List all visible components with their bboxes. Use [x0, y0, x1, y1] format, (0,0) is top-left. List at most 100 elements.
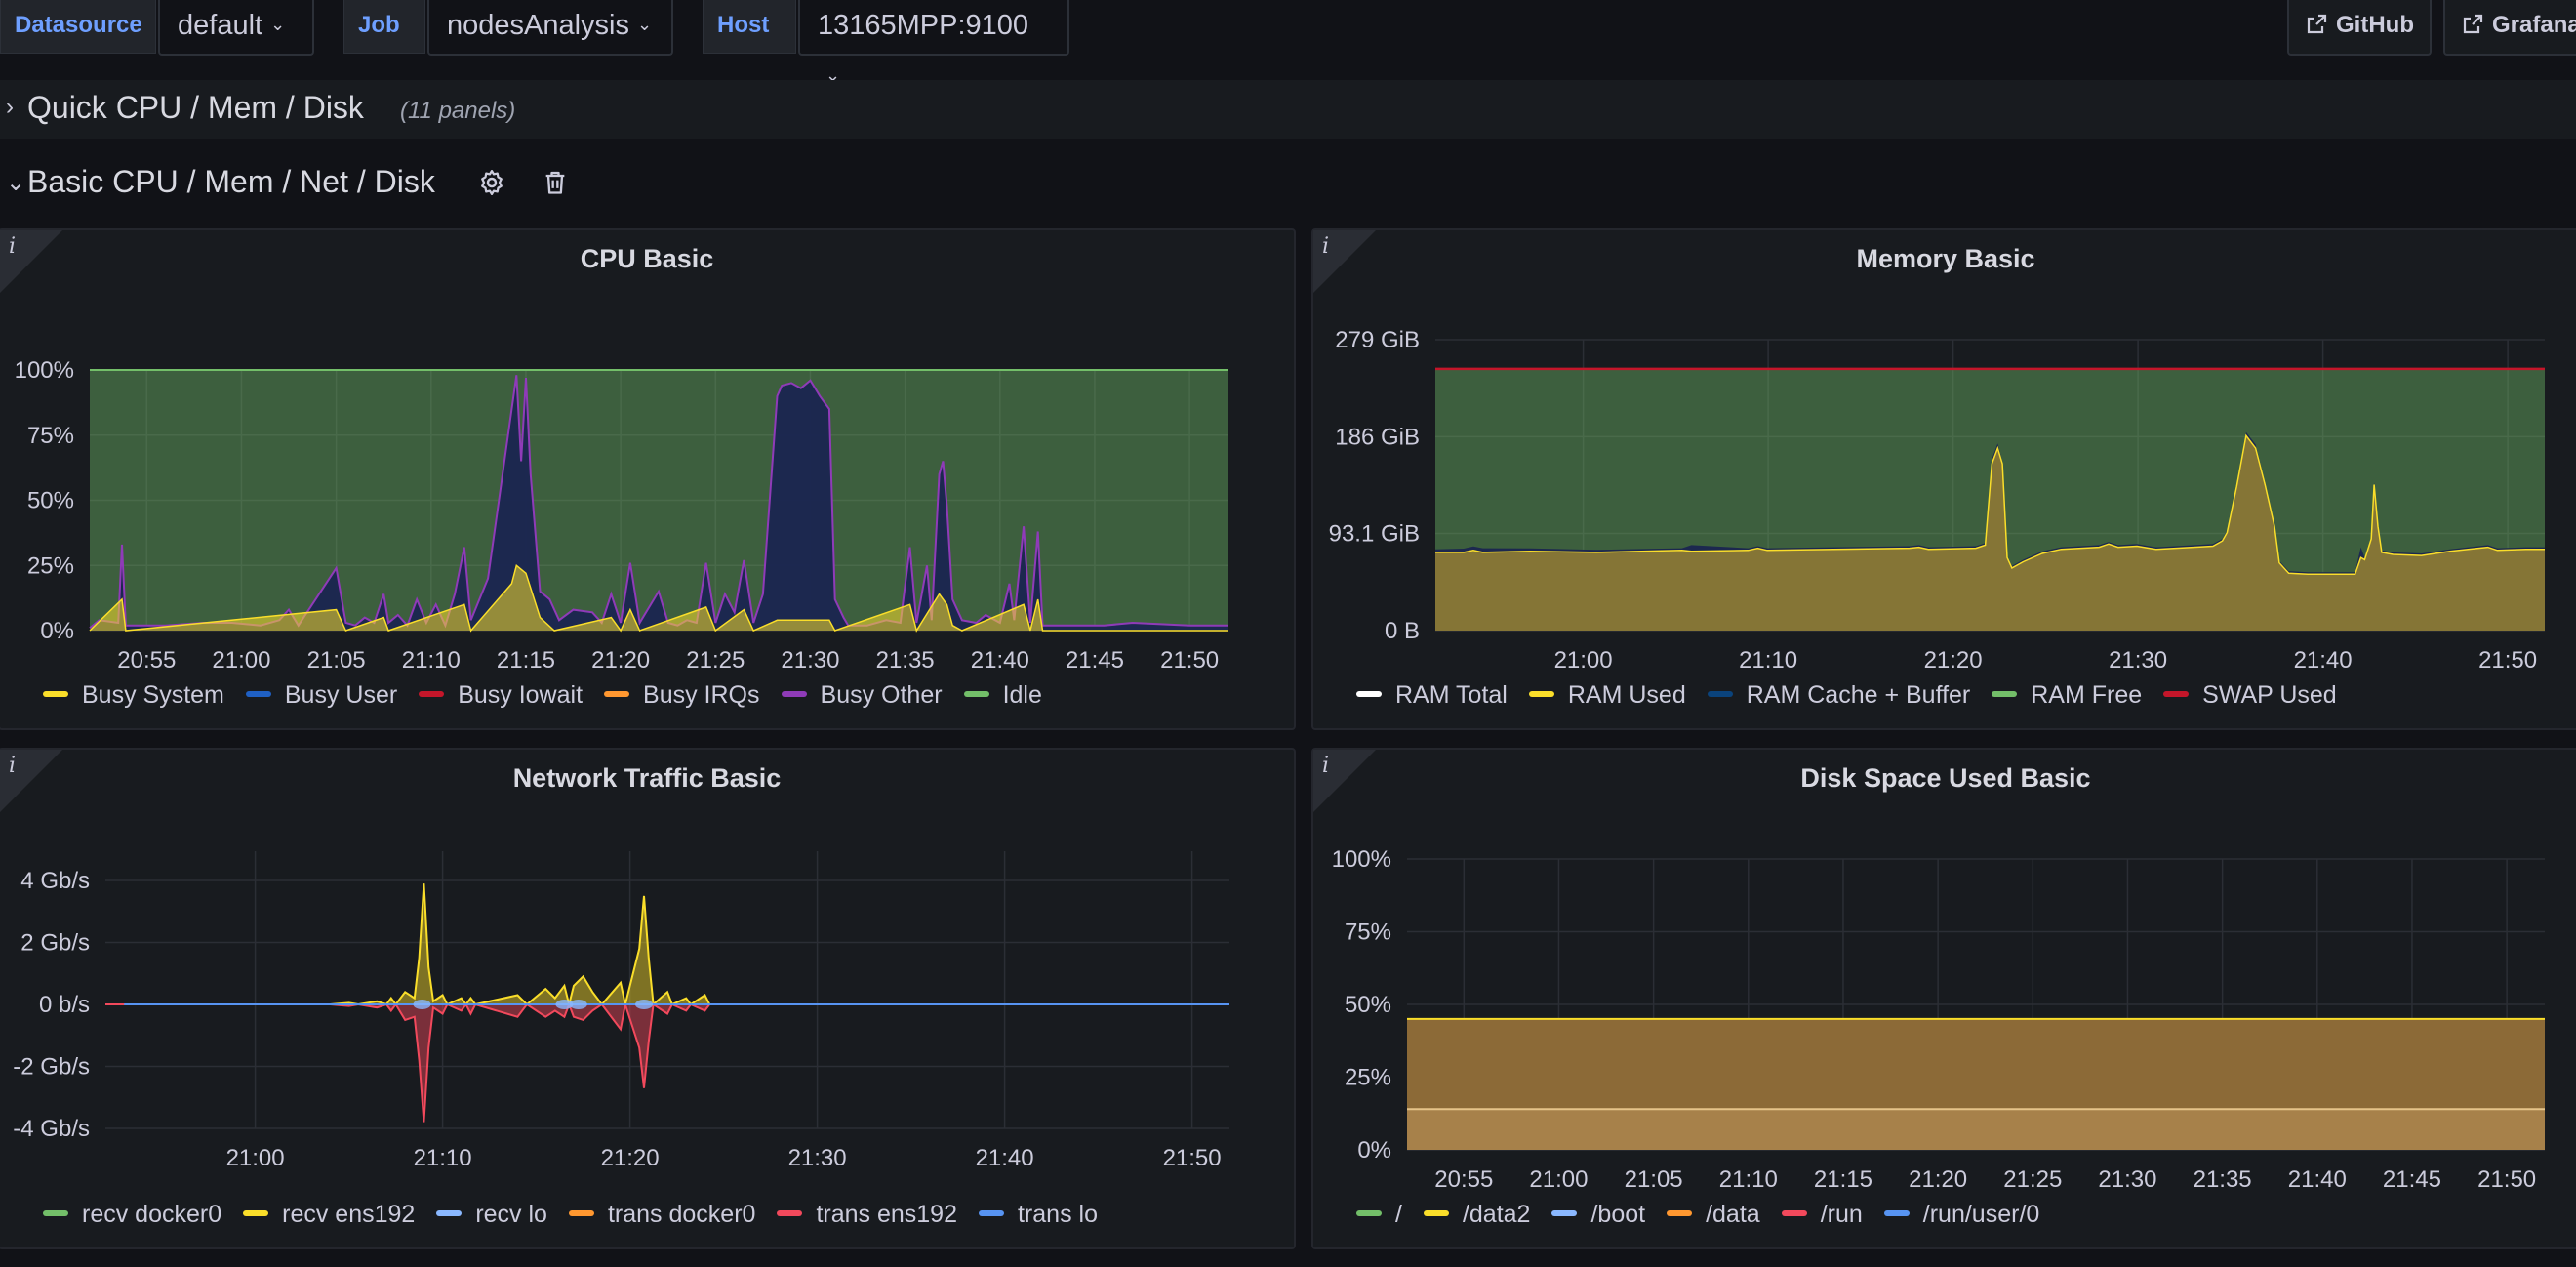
datasource-variable-label: Datasource: [0, 0, 156, 54]
legend-item-ram-cache-buffer[interactable]: RAM Cache + Buffer: [1707, 681, 1970, 710]
panel-memory-basic[interactable]: i Memory Basic 279 GiB 186 GiB 93.1 GiB 0 B…: [1311, 228, 2576, 730]
series-busy-user-area: [90, 375, 1228, 631]
legend-swatch: [1551, 1210, 1578, 1217]
row-basic-cpu-mem-net-disk[interactable]: ⌄ Basic CPU / Mem / Net / Disk: [0, 151, 2576, 210]
legend-item-run[interactable]: /run: [1781, 1201, 1863, 1229]
y-tick-label: 50%: [27, 488, 74, 514]
panel-info-corner[interactable]: [0, 230, 62, 293]
legend-item-trans-lo[interactable]: trans lo: [978, 1201, 1098, 1229]
legend-swatch: [1781, 1210, 1807, 1217]
cpu-basic-chart[interactable]: 100% 75% 50% 25% 0% 20:55 21:00 21:05 21:10 21:15…: [0, 230, 1298, 689]
row-title: Basic CPU / Mem / Net / Disk: [27, 164, 435, 199]
info-icon[interactable]: i: [9, 234, 17, 259]
disk-space-legend: / /data2/boot/data/run/run/user/0: [1356, 1201, 2061, 1229]
network-traffic-legend: recv docker0 recv ens192 recv lo trans dock…: [43, 1201, 1119, 1229]
disk-space-chart[interactable]: 100% 75% 50% 25% 0% 20:55 21:00 21:05 21:10 21:15…: [1313, 750, 2576, 1208]
legend-item-busy-user[interactable]: Busy User: [245, 681, 397, 710]
series-recv-ens192-line: [105, 883, 761, 1007]
legend-item-trans-docker0[interactable]: trans docker0: [568, 1201, 756, 1229]
legend-item-run-user-0[interactable]: /run/user/0: [1883, 1201, 2039, 1229]
legend-label: RAM Free: [2031, 681, 2143, 709]
x-tick-label: 21:10: [1739, 647, 1797, 674]
panel-network-traffic-basic[interactable]: i Network Traffic Basic 4 Gb/s 2 Gb/s 0 b/…: [0, 748, 1296, 1249]
x-tick-label: 21:35: [2194, 1166, 2252, 1193]
x-tick-label: 20:55: [117, 647, 176, 674]
x-tick-label: 21:20: [591, 647, 650, 674]
legend-item-boot[interactable]: /boot: [1551, 1201, 1645, 1229]
x-tick-label: 21:45: [1066, 647, 1124, 674]
legend-swatch: [777, 1210, 803, 1217]
x-tick-label: 20:55: [1434, 1166, 1493, 1193]
external-link-icon: [2463, 14, 2483, 33]
legend-item-ram-used[interactable]: RAM Used: [1528, 681, 1686, 710]
info-icon[interactable]: i: [9, 754, 17, 778]
y-tick-label: 75%: [27, 423, 74, 449]
y-tick-label: 25%: [27, 552, 74, 579]
job-select[interactable]: nodesAnalysis ⌄: [427, 0, 673, 56]
legend-label: /run: [1820, 1201, 1863, 1228]
legend-item-recv-ens192[interactable]: recv ens192: [243, 1201, 415, 1229]
grafana-link[interactable]: Grafana: [2443, 0, 2576, 56]
x-tick-label: 21:40: [2294, 647, 2353, 674]
legend-item-busy-irqs[interactable]: Busy IRQs: [604, 681, 760, 710]
legend-item-data2[interactable]: /data2: [1423, 1201, 1530, 1229]
panel-info-corner[interactable]: [1313, 230, 1376, 293]
chevron-down-icon: ⌄: [6, 170, 26, 196]
gear-icon[interactable]: [477, 168, 506, 197]
legend-swatch: [245, 691, 271, 698]
network-traffic-chart[interactable]: 4 Gb/s 2 Gb/s 0 b/s -2 Gb/s -4 Gb/s 21:00 21:1…: [0, 750, 1298, 1208]
datasource-select[interactable]: default ⌄: [158, 0, 314, 56]
x-tick-label: 21:20: [601, 1145, 660, 1171]
panel-info-corner[interactable]: [0, 750, 62, 812]
legend-item-recv-docker0[interactable]: recv docker0: [43, 1201, 221, 1229]
legend-item-ram-total[interactable]: RAM Total: [1356, 681, 1508, 710]
x-tick-label: 21:20: [1909, 1166, 1967, 1193]
legend-item-ram-free[interactable]: RAM Free: [1992, 681, 2142, 710]
row-quick-cpu-mem-disk[interactable]: › Quick CPU / Mem / Disk (11 panels): [0, 80, 2576, 139]
legend-item-swap-used[interactable]: SWAP Used: [2163, 681, 2337, 710]
panel-disk-space-used-basic[interactable]: i Disk Space Used Basic 100% 75% 50% 25% 0% 2…: [1311, 748, 2576, 1249]
legend-item-busy-system[interactable]: Busy System: [43, 681, 224, 710]
x-tick-label: 21:05: [1625, 1166, 1683, 1193]
legend-item-data[interactable]: /data: [1667, 1201, 1760, 1229]
x-tick-label: 21:40: [971, 647, 1029, 674]
legend-swatch: [1528, 691, 1554, 698]
y-tick-label: -4 Gb/s: [13, 1116, 90, 1142]
legend-item-busy-other[interactable]: Busy Other: [781, 681, 943, 710]
x-tick-label: 21:50: [1160, 647, 1219, 674]
legend-swatch: [781, 691, 807, 698]
legend-swatch: [43, 1210, 68, 1217]
legend-swatch: [1356, 691, 1382, 698]
github-link[interactable]: GitHub: [2287, 0, 2432, 56]
trash-icon[interactable]: [542, 168, 569, 197]
x-tick-label: 21:10: [1719, 1166, 1778, 1193]
legend-swatch: [568, 1210, 594, 1217]
x-tick-label: 21:50: [2477, 1166, 2536, 1193]
series-recv-lo-spike: [413, 1000, 431, 1009]
series-recv-lo-spike: [555, 1000, 574, 1009]
info-icon[interactable]: i: [1322, 754, 1330, 778]
legend-item-busy-iowait[interactable]: Busy Iowait: [419, 681, 583, 710]
legend-item-recv-lo[interactable]: recv lo: [436, 1201, 547, 1229]
legend-label: recv docker0: [82, 1201, 222, 1228]
legend-label: trans lo: [1017, 1201, 1098, 1228]
grid: [105, 851, 1229, 1129]
x-tick-label: 21:45: [2383, 1166, 2441, 1193]
legend-item-trans-ens192[interactable]: trans ens192: [777, 1201, 957, 1229]
legend-label: trans docker0: [607, 1201, 756, 1228]
y-tick-label: -2 Gb/s: [13, 1054, 90, 1081]
memory-basic-chart[interactable]: 279 GiB 186 GiB 93.1 GiB 0 B 21:00 21:10 21:20…: [1313, 230, 2576, 689]
legend-item-idle[interactable]: Idle: [963, 681, 1042, 710]
legend-item-root[interactable]: /: [1356, 1201, 1402, 1229]
series-busy-system-area: [90, 565, 1228, 631]
panel-cpu-basic[interactable]: i CPU Basic 100% 75% 50% 25% 0% 20:55 21:00 21:…: [0, 228, 1296, 730]
host-select[interactable]: 13165MPP:9100⌄: [798, 0, 1069, 85]
y-tick-label: 0%: [1357, 1137, 1391, 1164]
x-tick-label: 21:25: [2003, 1166, 2062, 1193]
external-link-icon: [2307, 14, 2327, 33]
y-tick-label: 25%: [1345, 1065, 1391, 1091]
info-icon[interactable]: i: [1322, 234, 1330, 259]
panel-info-corner[interactable]: [1313, 750, 1376, 812]
y-tick-label: 186 GiB: [1335, 424, 1420, 450]
x-tick-label: 21:25: [686, 647, 745, 674]
